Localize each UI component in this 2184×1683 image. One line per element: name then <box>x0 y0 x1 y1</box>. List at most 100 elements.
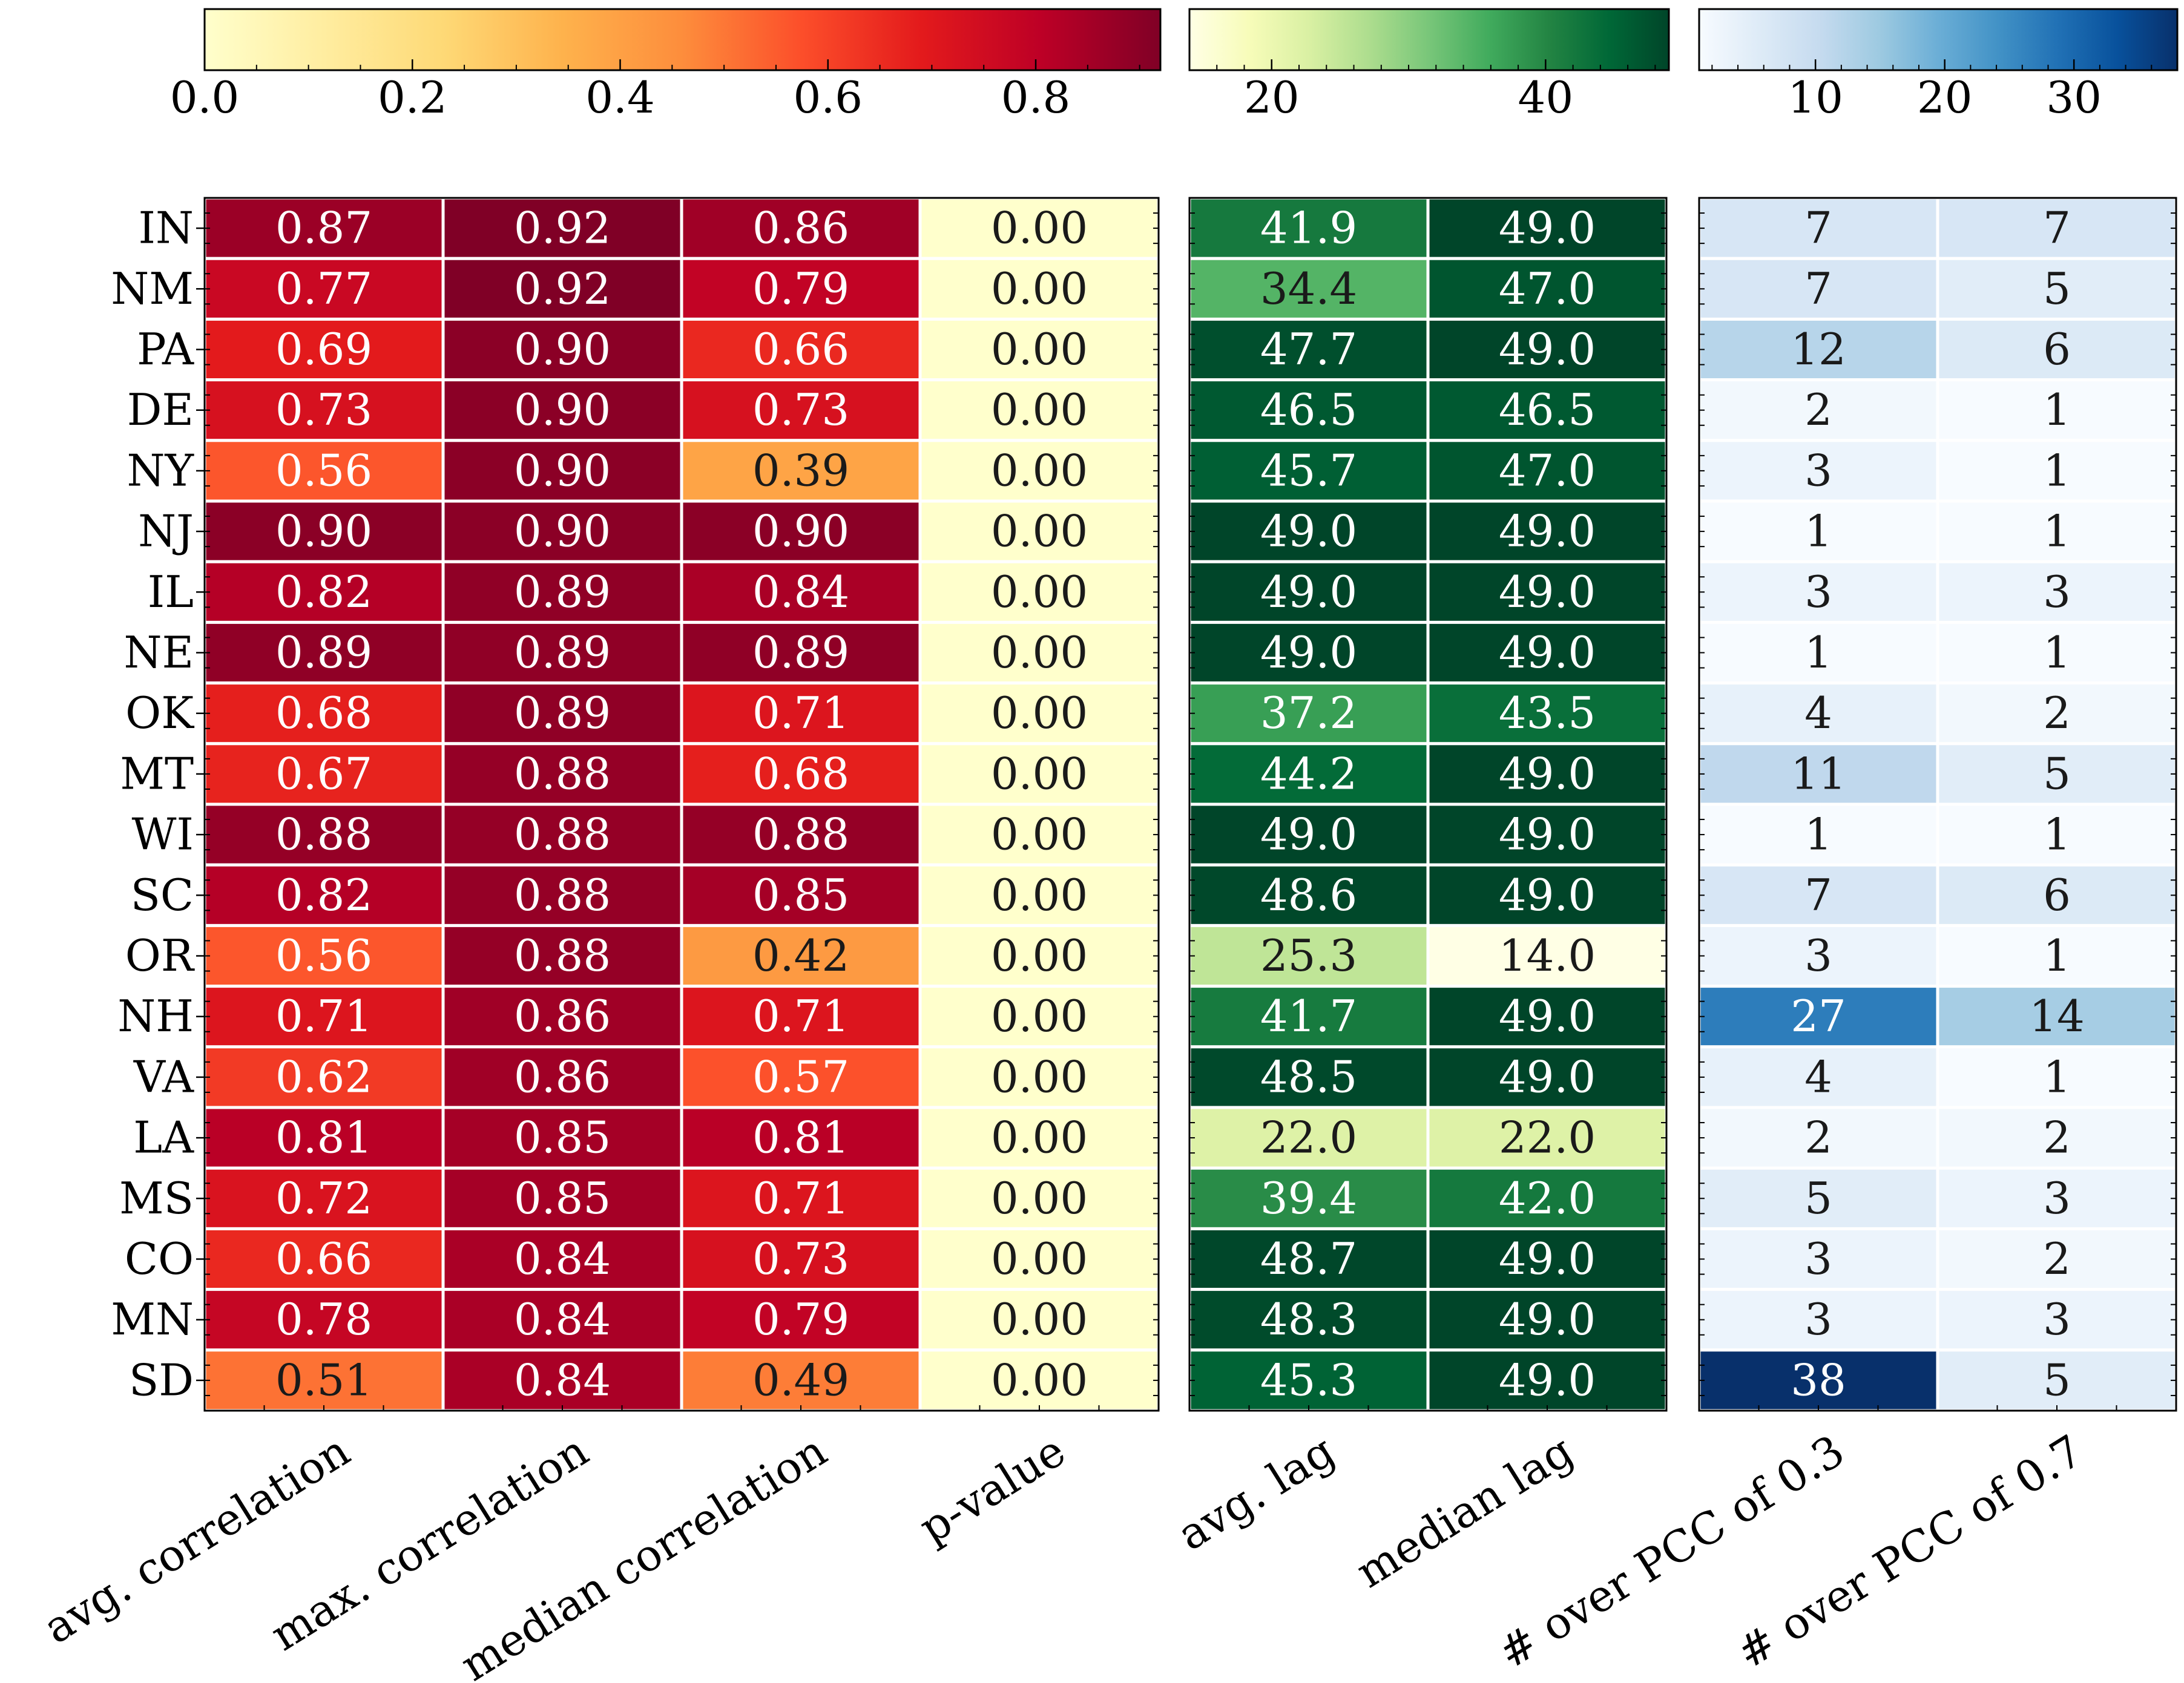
cell-value-label: 0.00 <box>991 1051 1088 1102</box>
cell-value-label: 0.88 <box>514 748 611 799</box>
cell-value-label: 3 <box>1804 445 1832 496</box>
row-label: NJ <box>138 506 194 557</box>
cell-value-label: 49.0 <box>1499 506 1596 557</box>
panel-frame <box>1188 197 1668 1412</box>
row-label: CO <box>125 1233 194 1284</box>
cell-value-label: 3 <box>1804 1233 1832 1284</box>
cell-value-label: 0.89 <box>752 627 849 678</box>
cell-value-label: 0.00 <box>991 870 1088 920</box>
cell-value-label: 0.56 <box>275 930 372 981</box>
cell-value-label: 0.00 <box>991 991 1088 1042</box>
heatmap-cell <box>203 863 445 927</box>
colorbar-tick-label: 0.4 <box>585 72 655 123</box>
cell-value-label: 0.00 <box>991 384 1088 435</box>
cell-value-label: 0.51 <box>275 1354 372 1405</box>
row-label: MS <box>119 1173 194 1224</box>
cell-value-label: 45.3 <box>1260 1354 1357 1405</box>
heatmap-cell <box>918 378 1160 442</box>
cell-value-label: 0.00 <box>991 748 1088 799</box>
cell-value-label: 0.79 <box>752 263 849 314</box>
cell-value-label: 0.56 <box>275 445 372 496</box>
heatmap-cell <box>1936 317 2178 382</box>
colorbar-tick-label: 0.2 <box>378 72 447 123</box>
panel-frames <box>196 197 2177 1412</box>
heatmap-cell <box>1426 1045 1668 1109</box>
cell-value-label: 1 <box>1804 506 1832 557</box>
cell-value-label: 25.3 <box>1260 930 1357 981</box>
cell-value-label: 0.90 <box>514 445 611 496</box>
cell-value-label: 0.68 <box>752 748 849 799</box>
heatmap-cell <box>1426 681 1668 746</box>
heatmap-cell <box>918 1166 1160 1230</box>
heatmap-cell <box>1936 560 2178 624</box>
cell-value-label: 0.71 <box>752 1173 849 1224</box>
heatmap-cell <box>1188 317 1430 382</box>
cell-value-label: 5 <box>1804 1173 1832 1224</box>
cell-value-label: 0.88 <box>514 930 611 981</box>
heatmap-cell <box>1936 985 2178 1049</box>
cell-value-label: 0.00 <box>991 627 1088 678</box>
heatmap-cell <box>1936 802 2178 867</box>
heatmap-cell <box>1936 1045 2178 1109</box>
cell-value-label: 0.86 <box>752 203 849 254</box>
cell-value-label: 49.0 <box>1260 506 1357 557</box>
heatmap-cell <box>1936 196 2178 260</box>
cell-value-label: 0.72 <box>275 1173 372 1224</box>
cell-value-label: 7 <box>1804 263 1832 314</box>
cell-value-label: 0.82 <box>275 870 372 920</box>
colorbars <box>203 8 2179 71</box>
colorbar <box>203 8 1162 71</box>
cell-value-label: 41.7 <box>1260 991 1357 1042</box>
cell-value-label: 14.0 <box>1499 930 1596 981</box>
cell-value-label: 0.89 <box>275 627 372 678</box>
heatmap-cell <box>441 985 683 1049</box>
cell-value-label: 49.0 <box>1499 1051 1596 1102</box>
heatmap-cell <box>1697 742 1939 806</box>
cell-value-label: 0.79 <box>752 1294 849 1345</box>
cell-value-label: 2 <box>1804 384 1832 435</box>
heatmap-cell <box>1426 1106 1668 1170</box>
cell-value-label: 2 <box>2043 687 2071 738</box>
cell-value-label: 0.90 <box>752 506 849 557</box>
heatmap-cell <box>1426 620 1668 685</box>
cell-value-label: 49.0 <box>1499 809 1596 860</box>
cell-value-label: 45.7 <box>1260 445 1357 496</box>
heatmap-cell <box>1697 1288 1939 1352</box>
heatmap-cell <box>1188 439 1430 503</box>
cell-value-label: 0.00 <box>991 1294 1088 1345</box>
cell-value-label: 0.73 <box>275 384 372 435</box>
cell-value-label: 7 <box>2043 203 2071 254</box>
heatmap-cell <box>1697 1045 1939 1109</box>
heatmap-cell <box>1936 1348 2178 1412</box>
cell-value-label: 1 <box>2043 1051 2071 1102</box>
row-label: NE <box>123 627 194 678</box>
heatmap-cell <box>1697 985 1939 1049</box>
cell-value-label: 49.0 <box>1260 566 1357 617</box>
cell-value-label: 1 <box>2043 930 2071 981</box>
cell-value-label: 14 <box>2029 991 2085 1042</box>
heatmap-cell <box>1426 863 1668 927</box>
heatmap-cell <box>680 560 922 624</box>
cell-value-label: 0.78 <box>275 1294 372 1345</box>
cell-value-label: 0.66 <box>752 324 849 375</box>
cell-value-label: 0.92 <box>514 263 611 314</box>
cell-value-label: 0.77 <box>275 263 372 314</box>
cell-value-label: 0.62 <box>275 1051 372 1102</box>
cell-value-label: 0.71 <box>275 991 372 1042</box>
heatmap-cell <box>1188 499 1430 563</box>
row-label: PA <box>137 324 194 375</box>
cell-value-label: 0.73 <box>752 384 849 435</box>
heatmap-cell <box>680 924 922 988</box>
colorbar-tick-label: 10 <box>1788 72 1843 123</box>
cell-value-label: 0.86 <box>514 1051 611 1102</box>
cell-value-label: 47.0 <box>1499 445 1596 496</box>
cell-value-label: 43.5 <box>1499 687 1596 738</box>
heatmap-cell <box>1188 620 1430 685</box>
heatmap-cell <box>441 1348 683 1412</box>
column-label: median lag <box>1347 1425 1582 1598</box>
cell-value-label: 49.0 <box>1260 627 1357 678</box>
cell-value-label: 0.90 <box>514 384 611 435</box>
cell-value-label: 0.00 <box>991 1233 1088 1284</box>
cell-value-label: 0.89 <box>514 566 611 617</box>
cell-value-label: 0.90 <box>275 506 372 557</box>
